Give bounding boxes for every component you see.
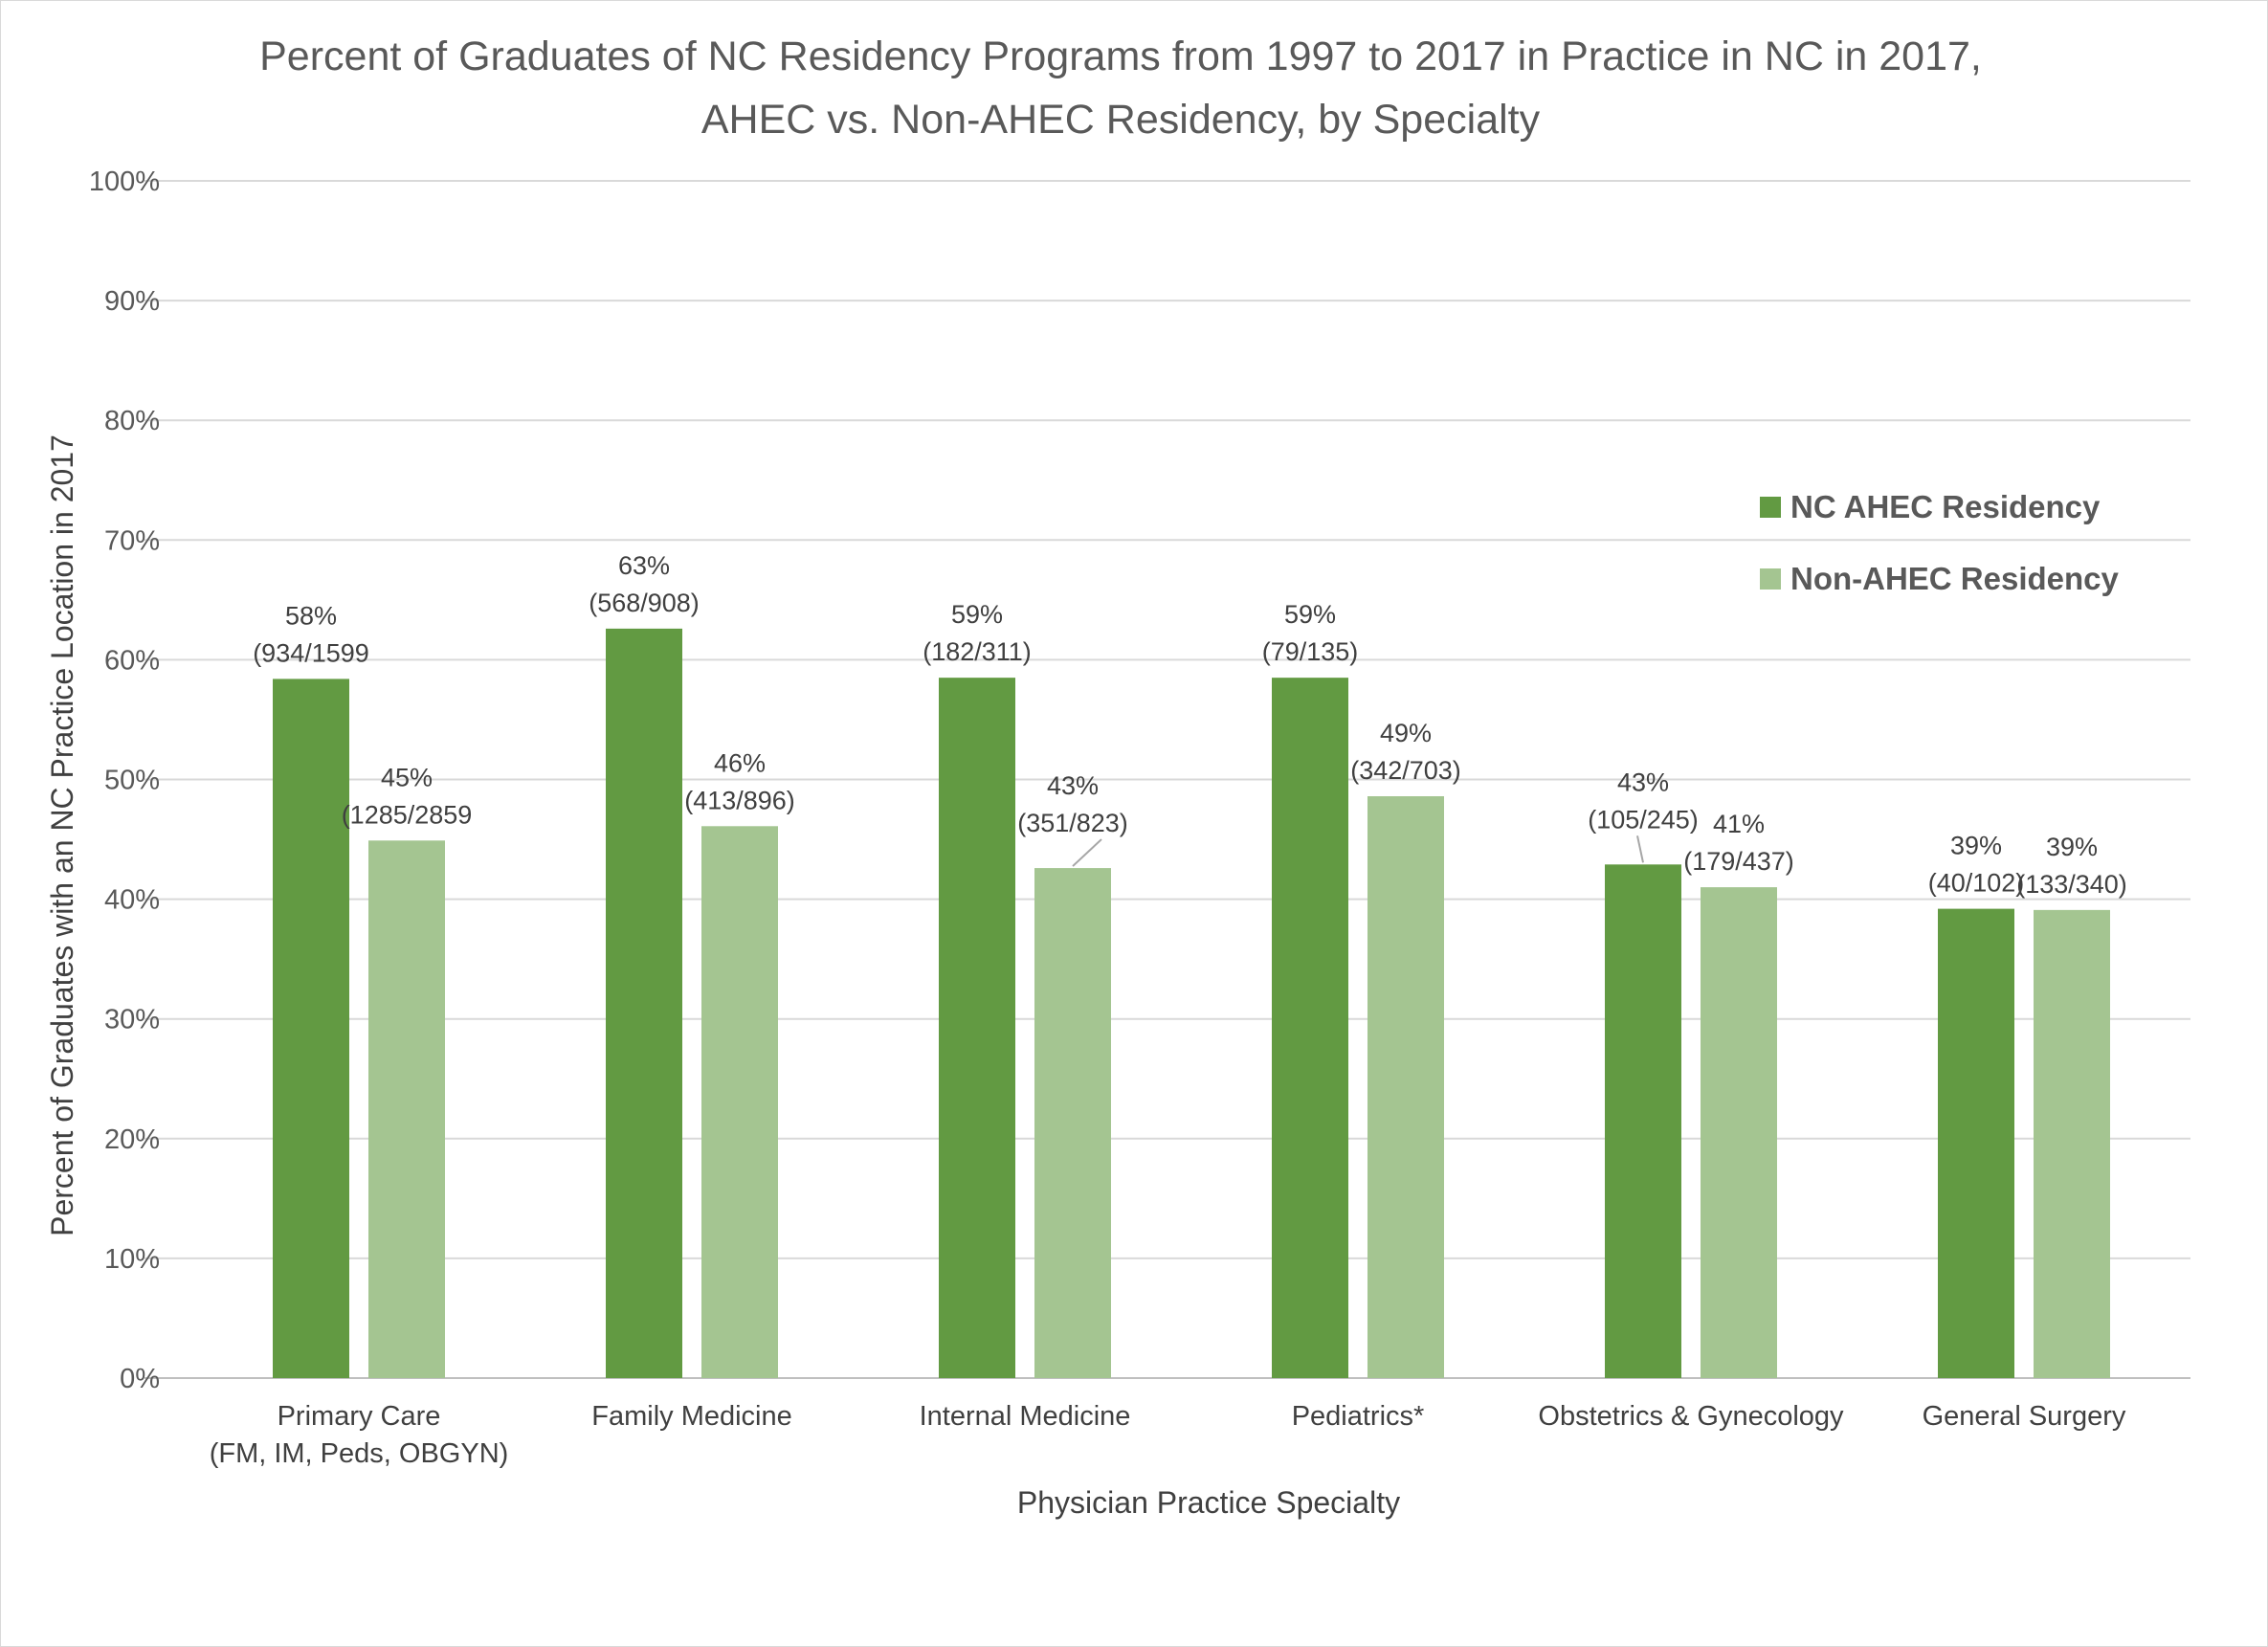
data-labels: (934/1599 58% (568/908) 63% (182/311) 59% (79/…: [253, 551, 2127, 899]
x-category-label: Pediatrics*: [1292, 1401, 1425, 1432]
x-category-label: Primary Care: [278, 1401, 441, 1432]
y-tick-label: 0%: [120, 1364, 160, 1394]
y-tick-label: 10%: [104, 1244, 160, 1275]
data-label-percent: 46%: [714, 748, 766, 777]
data-label-percent: 59%: [951, 600, 1003, 629]
chart-title: Percent of Graduates of NC Residency Pro…: [259, 33, 1982, 143]
data-label-count: (133/340): [2016, 870, 2127, 899]
data-label-percent: 45%: [381, 763, 433, 791]
x-axis-categories: Primary Care (FM, IM, Peds, OBGYN) Family …: [210, 1401, 2126, 1469]
data-label-count: (79/135): [1262, 637, 1359, 666]
legend-label: NC AHEC Residency: [1790, 489, 2101, 524]
non-ahec-bar: [701, 826, 778, 1378]
data-label-percent: 43%: [1617, 768, 1669, 796]
y-tick-label: 90%: [104, 286, 160, 317]
y-tick-label: 30%: [104, 1005, 160, 1035]
non-ahec-bar: [1034, 868, 1111, 1378]
data-label-count: (40/102): [1928, 869, 2025, 898]
y-axis-ticks: 0% 10% 20% 30% 40% 50% 60% 70% 80% 90% 100%: [89, 167, 160, 1394]
y-tick-label: 40%: [104, 885, 160, 916]
data-label-percent: 49%: [1380, 719, 1432, 747]
chart-title-line: AHEC vs. Non-AHEC Residency, by Specialt…: [701, 97, 1541, 143]
data-label-count: (934/1599: [253, 638, 369, 667]
data-label-count: (1285/2859: [342, 800, 473, 829]
non-ahec-bar: [2034, 909, 2110, 1378]
data-label-count: (342/703): [1350, 756, 1461, 785]
y-tick-label: 100%: [89, 167, 160, 197]
data-label-count: (179/437): [1683, 847, 1794, 876]
data-label-count: (413/896): [684, 786, 795, 814]
ahec-bar: [273, 679, 349, 1378]
x-category-label: General Surgery: [1923, 1401, 2126, 1432]
y-tick-label: 70%: [104, 525, 160, 556]
y-tick-label: 60%: [104, 645, 160, 676]
legend: NC AHEC Residency Non-AHEC Residency: [1760, 489, 2120, 596]
y-axis-title: Percent of Graduates with an NC Practice…: [45, 434, 79, 1236]
data-label-count: (568/908): [589, 589, 700, 617]
data-label-count: (351/823): [1017, 809, 1128, 837]
data-label-count: (105/245): [1588, 805, 1699, 834]
data-label-percent: 43%: [1047, 771, 1099, 800]
legend-label: Non-AHEC Residency: [1790, 561, 2120, 596]
data-label-percent: 39%: [2046, 833, 2098, 861]
gridlines: [145, 180, 2190, 1379]
leader-line: [1072, 838, 1102, 867]
non-ahec-bar: [1367, 796, 1444, 1378]
ahec-bar: [939, 678, 1015, 1378]
data-label-percent: 41%: [1713, 810, 1765, 838]
data-label-percent: 58%: [285, 601, 337, 630]
ahec-bar: [1938, 908, 2014, 1378]
non-ahec-bar: [1701, 887, 1777, 1378]
chart-title-line: Percent of Graduates of NC Residency Pro…: [259, 33, 1982, 79]
ahec-bar: [1272, 678, 1348, 1378]
y-tick-label: 80%: [104, 406, 160, 436]
ahec-bar: [1605, 864, 1681, 1378]
non-ahec-bar: [368, 840, 445, 1378]
data-label-percent: 39%: [1950, 832, 2002, 860]
data-label-percent: 59%: [1284, 600, 1336, 629]
ahec-bar: [606, 628, 682, 1378]
x-category-label: Family Medicine: [591, 1401, 792, 1432]
legend-swatch: [1760, 568, 1781, 590]
data-label-count: (182/311): [923, 637, 1032, 666]
bars: [273, 628, 2110, 1378]
legend-swatch: [1760, 497, 1781, 518]
x-category-label: Obstetrics & Gynecology: [1538, 1401, 1844, 1432]
x-category-label: Internal Medicine: [920, 1401, 1131, 1432]
y-tick-label: 50%: [104, 766, 160, 796]
data-label-percent: 63%: [618, 551, 670, 580]
y-tick-label: 20%: [104, 1124, 160, 1155]
x-axis-title: Physician Practice Specialty: [1017, 1485, 1400, 1520]
leader-line: [1636, 835, 1644, 863]
x-category-label: (FM, IM, Peds, OBGYN): [210, 1438, 509, 1469]
